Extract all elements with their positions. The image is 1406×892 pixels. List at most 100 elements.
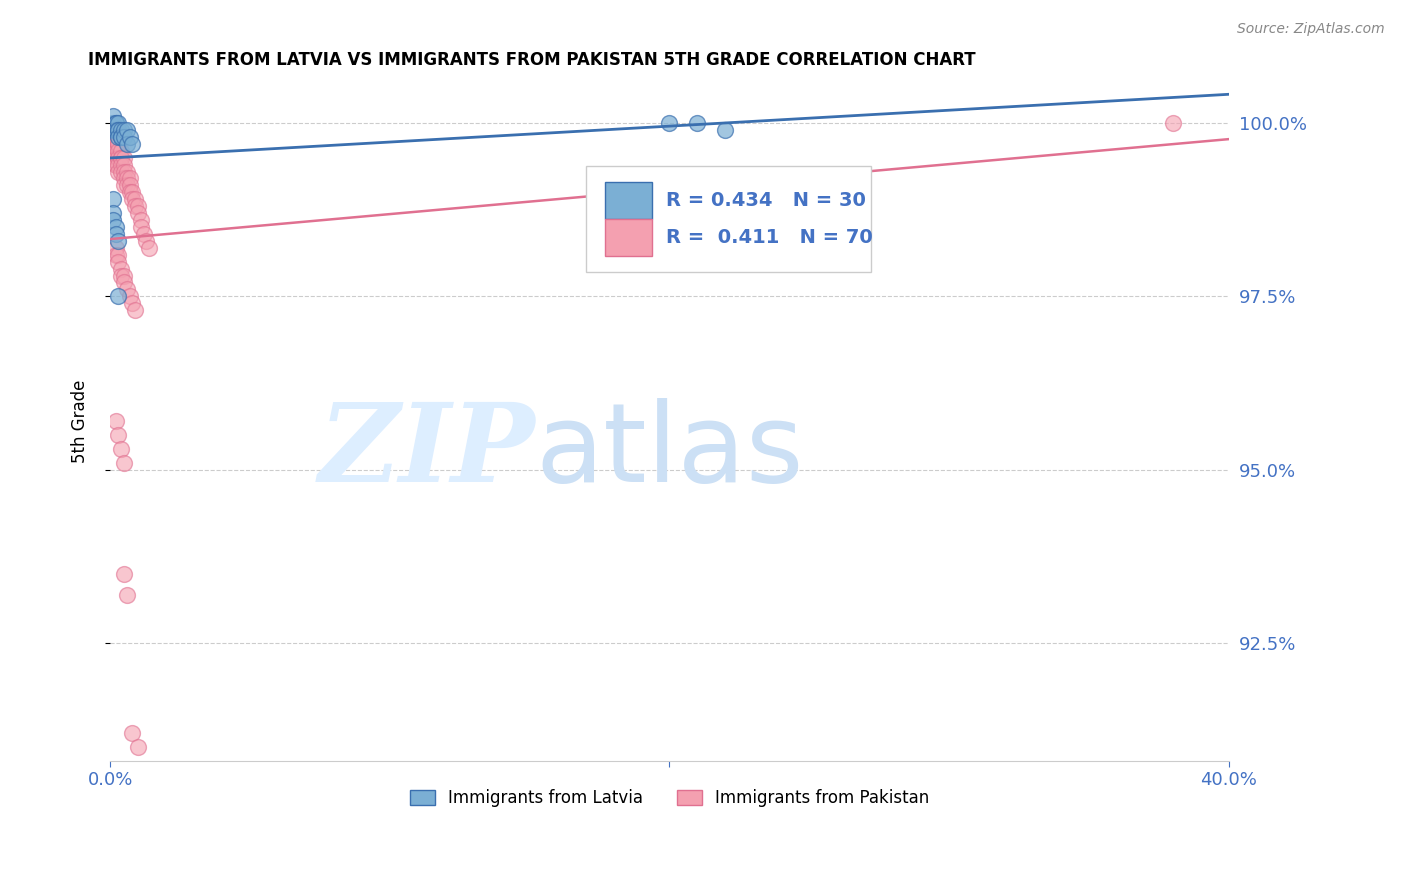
- Text: IMMIGRANTS FROM LATVIA VS IMMIGRANTS FROM PAKISTAN 5TH GRADE CORRELATION CHART: IMMIGRANTS FROM LATVIA VS IMMIGRANTS FRO…: [87, 51, 976, 69]
- Point: [121, 192, 143, 206]
- Point: [112, 178, 135, 193]
- Point: [101, 123, 124, 137]
- Point: [107, 151, 129, 165]
- Point: [115, 123, 138, 137]
- Point: [127, 740, 149, 755]
- Point: [110, 261, 132, 276]
- Point: [110, 129, 132, 144]
- Y-axis label: 5th Grade: 5th Grade: [72, 379, 89, 463]
- Point: [658, 116, 681, 130]
- Point: [686, 116, 709, 130]
- Point: [104, 158, 127, 172]
- Point: [110, 268, 132, 283]
- Point: [110, 158, 132, 172]
- FancyBboxPatch shape: [585, 166, 870, 272]
- Point: [124, 192, 146, 206]
- Point: [107, 254, 129, 268]
- Point: [104, 136, 127, 151]
- Point: [112, 129, 135, 144]
- Point: [107, 129, 129, 144]
- Point: [107, 428, 129, 442]
- Point: [101, 206, 124, 220]
- Point: [107, 136, 129, 151]
- Point: [110, 123, 132, 137]
- Point: [132, 227, 155, 241]
- Point: [112, 276, 135, 290]
- Point: [112, 171, 135, 186]
- Point: [115, 164, 138, 178]
- Point: [115, 178, 138, 193]
- Text: R =  0.411   N = 70: R = 0.411 N = 70: [666, 228, 873, 247]
- Point: [135, 234, 157, 248]
- Point: [101, 192, 124, 206]
- Point: [118, 171, 141, 186]
- Point: [104, 151, 127, 165]
- Point: [124, 199, 146, 213]
- Point: [121, 726, 143, 740]
- Point: [110, 442, 132, 456]
- Point: [101, 144, 124, 158]
- Point: [107, 116, 129, 130]
- Point: [107, 123, 129, 137]
- Text: R = 0.434   N = 30: R = 0.434 N = 30: [666, 191, 866, 210]
- Point: [107, 136, 129, 151]
- Point: [115, 136, 138, 151]
- Point: [115, 588, 138, 602]
- Point: [112, 158, 135, 172]
- Point: [121, 296, 143, 310]
- Point: [112, 566, 135, 581]
- Point: [104, 144, 127, 158]
- Point: [104, 136, 127, 151]
- Point: [118, 178, 141, 193]
- Point: [138, 241, 160, 255]
- Point: [112, 164, 135, 178]
- Point: [121, 186, 143, 200]
- Point: [104, 241, 127, 255]
- FancyBboxPatch shape: [605, 219, 651, 256]
- Point: [118, 289, 141, 303]
- Point: [118, 186, 141, 200]
- Point: [127, 206, 149, 220]
- Point: [107, 164, 129, 178]
- Point: [101, 144, 124, 158]
- Point: [107, 158, 129, 172]
- Point: [129, 219, 152, 234]
- Point: [124, 303, 146, 318]
- Point: [101, 129, 124, 144]
- Point: [104, 129, 127, 144]
- Point: [101, 123, 124, 137]
- Point: [104, 123, 127, 137]
- Legend: Immigrants from Latvia, Immigrants from Pakistan: Immigrants from Latvia, Immigrants from …: [404, 782, 936, 814]
- Point: [104, 116, 127, 130]
- Point: [104, 248, 127, 262]
- Point: [104, 414, 127, 428]
- Point: [110, 129, 132, 144]
- Point: [112, 456, 135, 470]
- Point: [104, 219, 127, 234]
- Point: [101, 213, 124, 227]
- Point: [112, 268, 135, 283]
- Point: [107, 289, 129, 303]
- Point: [118, 129, 141, 144]
- Text: atlas: atlas: [536, 399, 804, 505]
- Point: [104, 116, 127, 130]
- Point: [112, 123, 135, 137]
- FancyBboxPatch shape: [605, 182, 651, 219]
- Point: [101, 136, 124, 151]
- Point: [107, 248, 129, 262]
- Point: [107, 123, 129, 137]
- Point: [104, 158, 127, 172]
- Point: [110, 151, 132, 165]
- Point: [101, 109, 124, 123]
- Point: [121, 136, 143, 151]
- Point: [129, 213, 152, 227]
- Point: [110, 164, 132, 178]
- Point: [115, 282, 138, 296]
- Point: [107, 144, 129, 158]
- Point: [115, 171, 138, 186]
- Point: [107, 234, 129, 248]
- Point: [1161, 116, 1184, 130]
- Point: [127, 199, 149, 213]
- Point: [104, 123, 127, 137]
- Point: [110, 144, 132, 158]
